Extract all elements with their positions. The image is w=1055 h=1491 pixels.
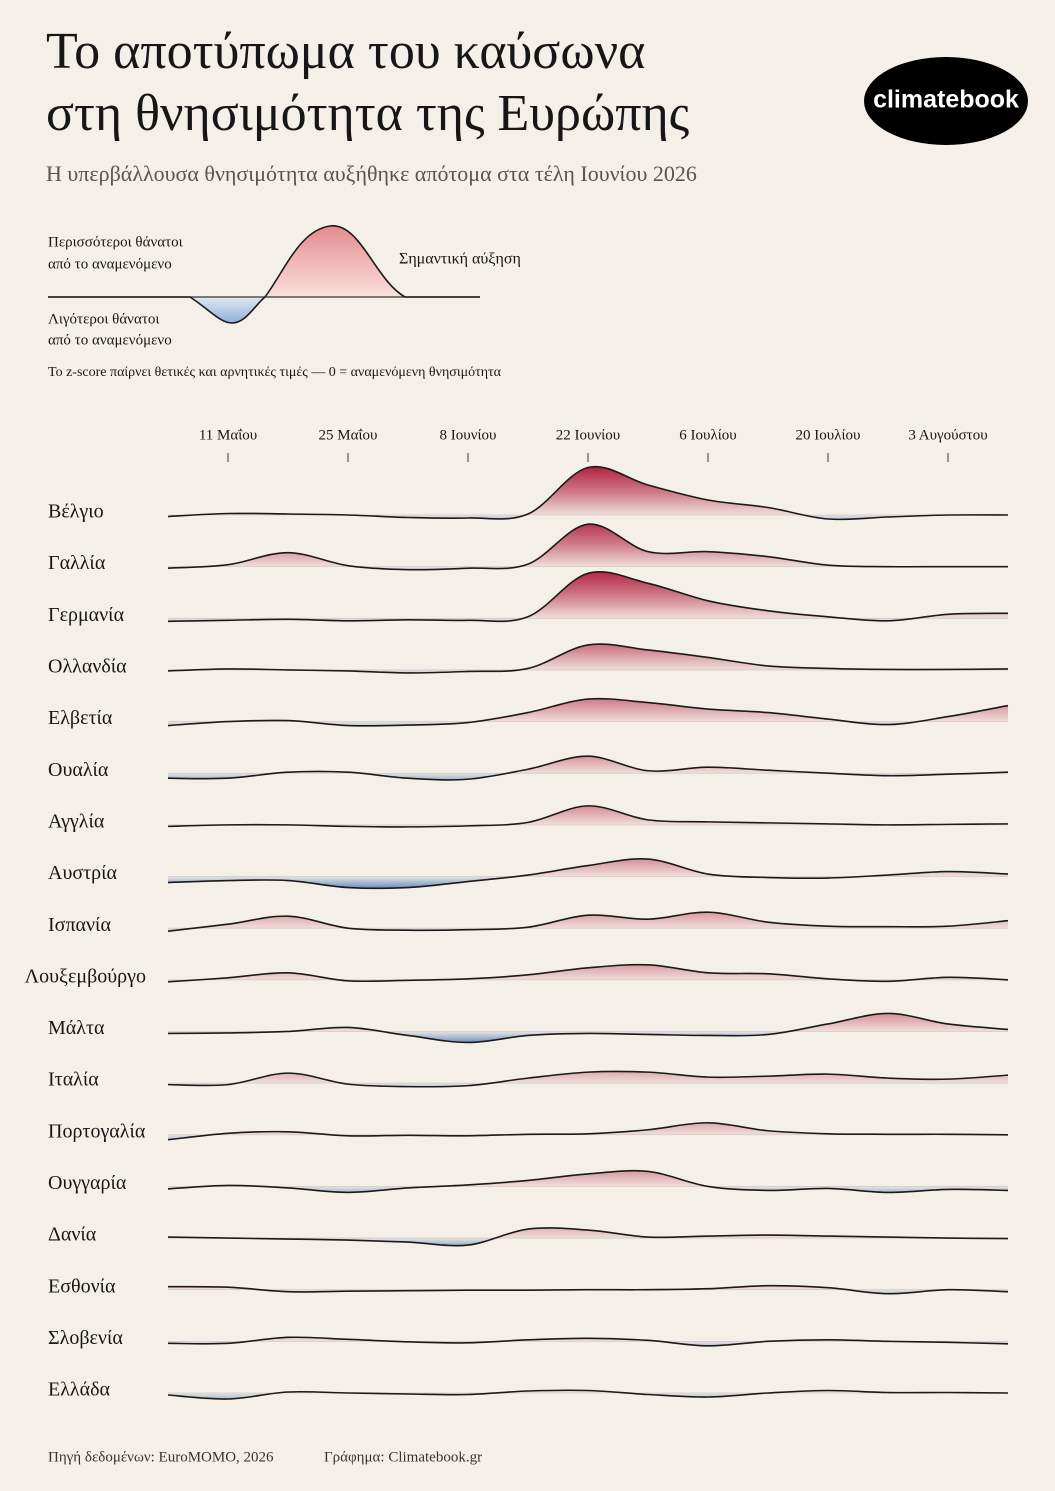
footer-credit: Γράφημα: Climatebook.gr bbox=[324, 1449, 482, 1465]
logo: climatebook bbox=[873, 86, 1019, 114]
ridge-line bbox=[167, 911, 1009, 932]
legend-text: από το αναμενόμενο bbox=[48, 332, 172, 348]
ridge-area bbox=[168, 698, 1008, 726]
ridge-line bbox=[167, 465, 1009, 521]
x-tick-label: 25 Μαΐου bbox=[319, 427, 378, 443]
ridge-area bbox=[168, 1013, 1008, 1043]
ridge-line bbox=[167, 1389, 1009, 1400]
ridge-line bbox=[167, 1336, 1009, 1347]
legend-positive-area bbox=[265, 225, 405, 297]
ridge-area bbox=[168, 964, 1008, 982]
row-label: Γερμανία bbox=[48, 604, 125, 626]
ridge-area bbox=[168, 1170, 1008, 1193]
legend-note: Το z-score παίρνει θετικές και αρνητικές… bbox=[48, 365, 502, 380]
legend-curve bbox=[48, 225, 480, 324]
ridge-area bbox=[168, 466, 1008, 520]
ridge-line bbox=[167, 1169, 1009, 1194]
row-label: Γαλλία bbox=[48, 552, 106, 574]
row-label: Εσθονία bbox=[48, 1275, 116, 1297]
x-tick-label: 6 Ιουλίου bbox=[679, 427, 736, 443]
ridge-area bbox=[168, 1227, 1008, 1246]
ridge-area bbox=[168, 524, 1008, 570]
ridge-area bbox=[168, 912, 1008, 932]
ridge-area bbox=[168, 571, 1008, 622]
row-label: Λουξεμβούργο bbox=[25, 965, 146, 987]
legend-text: Λιγότεροι θάνατοι bbox=[48, 311, 159, 327]
ridge-line bbox=[167, 1227, 1009, 1247]
row-label: Ελβετία bbox=[48, 707, 113, 729]
ridge-area bbox=[168, 1390, 1008, 1400]
title-line: στη θνησιμότητα της Ευρώπης bbox=[46, 85, 690, 142]
ridge-area bbox=[168, 644, 1008, 673]
row-label: Αυστρία bbox=[48, 862, 118, 884]
row-label: Ολλανδία bbox=[48, 656, 127, 678]
row-label: Πορτογαλία bbox=[48, 1120, 146, 1142]
row-label: Ουγγαρία bbox=[48, 1172, 127, 1194]
row-label: Ιταλία bbox=[48, 1069, 99, 1091]
ridge-line bbox=[167, 643, 1009, 674]
footer-source: Πηγή δεδομένων: EuroMOMO, 2026 bbox=[48, 1449, 274, 1465]
logo-badge bbox=[864, 57, 1028, 145]
row-label: Δανία bbox=[48, 1224, 97, 1246]
legend-text: από το αναμενόμενο bbox=[48, 256, 172, 272]
x-tick-label: 3 Αυγούστου bbox=[908, 427, 987, 443]
ridge-area bbox=[168, 756, 1008, 780]
ridge-line bbox=[167, 1284, 1009, 1295]
subtitle: Η υπερβάλλουσα θνησιμότητα αυξήθηκε απότ… bbox=[46, 161, 697, 186]
row-label: Σλοβενία bbox=[48, 1327, 123, 1349]
ridge-line bbox=[167, 1070, 1009, 1088]
ridge-line bbox=[167, 857, 1009, 890]
ridge-line bbox=[167, 755, 1009, 781]
row-label: Αγγλία bbox=[48, 810, 105, 832]
x-tick-label: 22 Ιουνίου bbox=[556, 427, 620, 443]
title-line: Το αποτύπωμα του καύσωνα bbox=[46, 23, 645, 80]
x-tick-label: 8 Ιουνίου bbox=[440, 427, 497, 443]
ridge-area bbox=[168, 858, 1008, 889]
ridge-line bbox=[167, 523, 1008, 571]
row-label: Βέλγιο bbox=[48, 501, 104, 523]
ridge-line bbox=[167, 805, 1009, 828]
row-label: Ισπανία bbox=[48, 914, 111, 936]
legend-text: Σημαντική αύξηση bbox=[399, 251, 521, 268]
row-label: Ελλάδα bbox=[48, 1379, 111, 1401]
ridge-area bbox=[168, 805, 1008, 827]
x-tick-label: 20 Ιουλίου bbox=[796, 427, 861, 443]
ridge-line bbox=[167, 1121, 1009, 1141]
ridge-line bbox=[167, 570, 1009, 623]
row-label: Μάλτα bbox=[48, 1017, 105, 1039]
ridge-line bbox=[167, 1012, 1009, 1044]
row-label: Ουαλία bbox=[48, 759, 109, 781]
ridge-area bbox=[168, 1285, 1008, 1294]
ridge-line bbox=[167, 697, 1009, 727]
x-tick-label: 11 Μαΐου bbox=[199, 427, 257, 443]
ridge-line bbox=[167, 963, 1009, 983]
legend-text: Περισσότεροι θάνατοι bbox=[48, 234, 183, 250]
